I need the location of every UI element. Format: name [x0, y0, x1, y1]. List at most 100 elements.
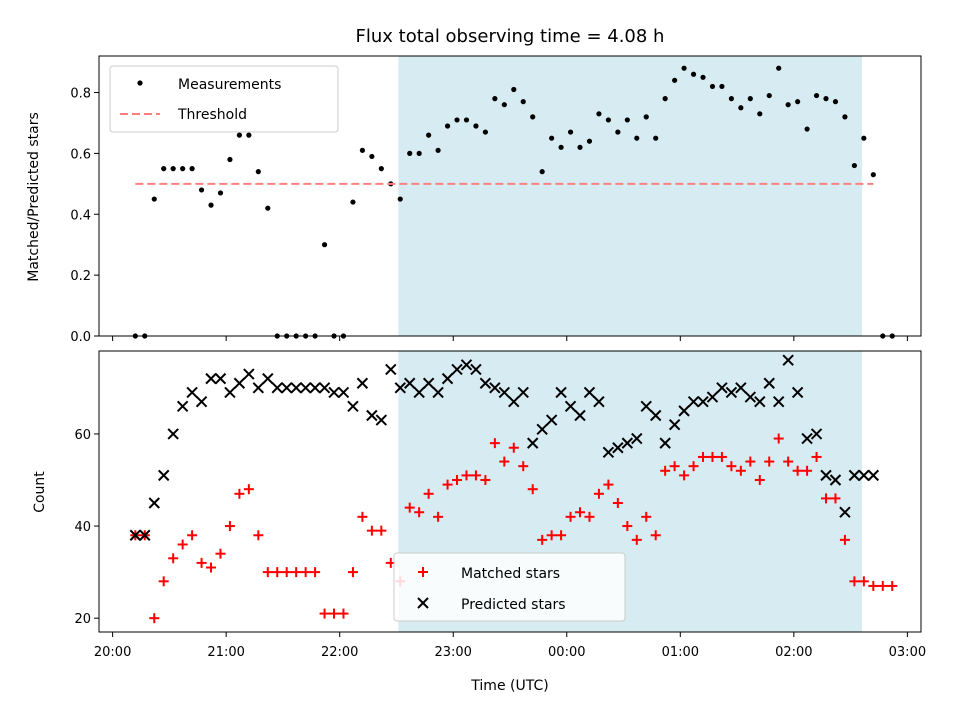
predicted-star-point	[366, 409, 378, 422]
measurement-point	[757, 111, 763, 117]
predicted-star-point	[413, 386, 425, 399]
predicted-star-point	[451, 363, 463, 376]
matched-star-point	[414, 507, 425, 518]
predicted-star-point	[441, 372, 454, 385]
matched-star-point	[442, 479, 453, 490]
predicted-star-point	[725, 386, 738, 399]
matched-star-point	[357, 511, 368, 522]
predicted-star-point	[318, 382, 331, 394]
matched-star-point	[584, 511, 595, 522]
matched-star-point	[149, 613, 160, 624]
matched-star-point	[518, 461, 529, 472]
measurement-point	[236, 132, 243, 138]
predicted-star-point	[129, 529, 142, 541]
predicted-star-point	[763, 377, 775, 389]
predicted-star-point	[583, 386, 596, 399]
matched-star-point	[802, 465, 813, 476]
measurement-point	[378, 166, 384, 172]
predicted-star-point	[555, 386, 567, 399]
matched-star-point	[499, 456, 510, 467]
matched-star-point	[764, 456, 775, 467]
y-tick-label: 40	[74, 520, 91, 535]
predicted-star-point	[243, 368, 255, 380]
predicted-star-point	[214, 372, 227, 385]
measurement-point	[823, 96, 829, 102]
matched-star-point	[272, 567, 283, 578]
predicted-star-point	[356, 377, 369, 389]
measurement-point	[435, 147, 441, 153]
predicted-star-point	[233, 377, 246, 389]
legend-marker-measurements	[137, 80, 143, 86]
measurement-point	[407, 150, 413, 156]
measurement-point	[189, 166, 195, 172]
predicted-star-point	[281, 382, 293, 394]
predicted-star-point	[271, 382, 283, 394]
matched-star-point	[234, 488, 245, 499]
y-tick-label: 0.0	[70, 330, 91, 345]
measurement-point	[397, 196, 403, 202]
predicted-star-point	[697, 395, 709, 408]
measurement-point	[416, 150, 422, 156]
matched-star-point	[754, 474, 765, 485]
predicted-star-point	[290, 382, 302, 394]
measurement-point	[558, 144, 564, 150]
measurement-point	[690, 71, 697, 77]
predicted-star-point	[801, 432, 813, 445]
measurement-point	[463, 117, 470, 123]
measurement-point	[227, 156, 233, 163]
matched-star-point	[650, 530, 661, 541]
predicted-star-point	[678, 405, 690, 417]
legend-marker-predicted	[417, 597, 429, 609]
predicted-star-point	[498, 386, 511, 399]
predicted-star-point	[810, 428, 823, 440]
predicted-star-point	[299, 382, 312, 394]
x-tick-label: 21:00	[207, 645, 244, 660]
matched-star-point	[452, 474, 463, 485]
predicted-star-point	[754, 395, 766, 408]
predicted-star-point	[602, 446, 615, 459]
legend-label-measurements: Measurements	[178, 77, 281, 93]
predicted-star-point	[517, 386, 529, 399]
matched-star-point	[338, 608, 349, 619]
measurement-point	[198, 187, 205, 193]
matched-star-point	[262, 567, 273, 578]
measurement-point	[728, 96, 734, 102]
matched-star-point	[830, 493, 841, 504]
matched-star-point	[433, 511, 444, 522]
y-tick-label: 0.8	[70, 87, 91, 102]
matched-star-point	[887, 580, 898, 591]
predicted-star-point	[744, 391, 757, 403]
predicted-star-point	[375, 414, 388, 426]
measurement-point	[444, 123, 451, 129]
predicted-star-point	[706, 391, 719, 403]
predicted-star-point	[470, 363, 482, 376]
matched-star-point	[489, 438, 500, 449]
matched-star-point	[726, 461, 737, 472]
predicted-star-point	[167, 428, 179, 440]
measurement-point	[804, 126, 810, 132]
predicted-star-point	[564, 400, 577, 412]
matched-star-point	[187, 530, 198, 541]
measurement-point	[208, 202, 214, 208]
predicted-star-point	[848, 469, 861, 482]
predicted-star-point	[148, 497, 160, 509]
measurement-point	[634, 135, 640, 141]
matched-star-point	[196, 557, 207, 568]
measurement-point	[776, 65, 782, 71]
measurement-point	[321, 242, 328, 248]
predicted-star-point	[432, 386, 444, 399]
predicted-star-point	[621, 437, 634, 449]
matched-star-point	[631, 534, 642, 545]
predicted-star-point	[422, 377, 435, 389]
matched-star-point	[300, 567, 311, 578]
matched-star-point	[707, 451, 718, 462]
axes-frame	[98, 55, 922, 337]
measurement-point	[785, 102, 791, 108]
matched-star-point	[206, 562, 217, 573]
predicted-star-point	[659, 437, 671, 449]
predicted-star-point	[489, 382, 501, 394]
measurement-point	[161, 166, 167, 172]
matched-star-point	[224, 521, 235, 532]
legend-box	[393, 552, 626, 622]
predicted-star-point	[404, 377, 416, 389]
